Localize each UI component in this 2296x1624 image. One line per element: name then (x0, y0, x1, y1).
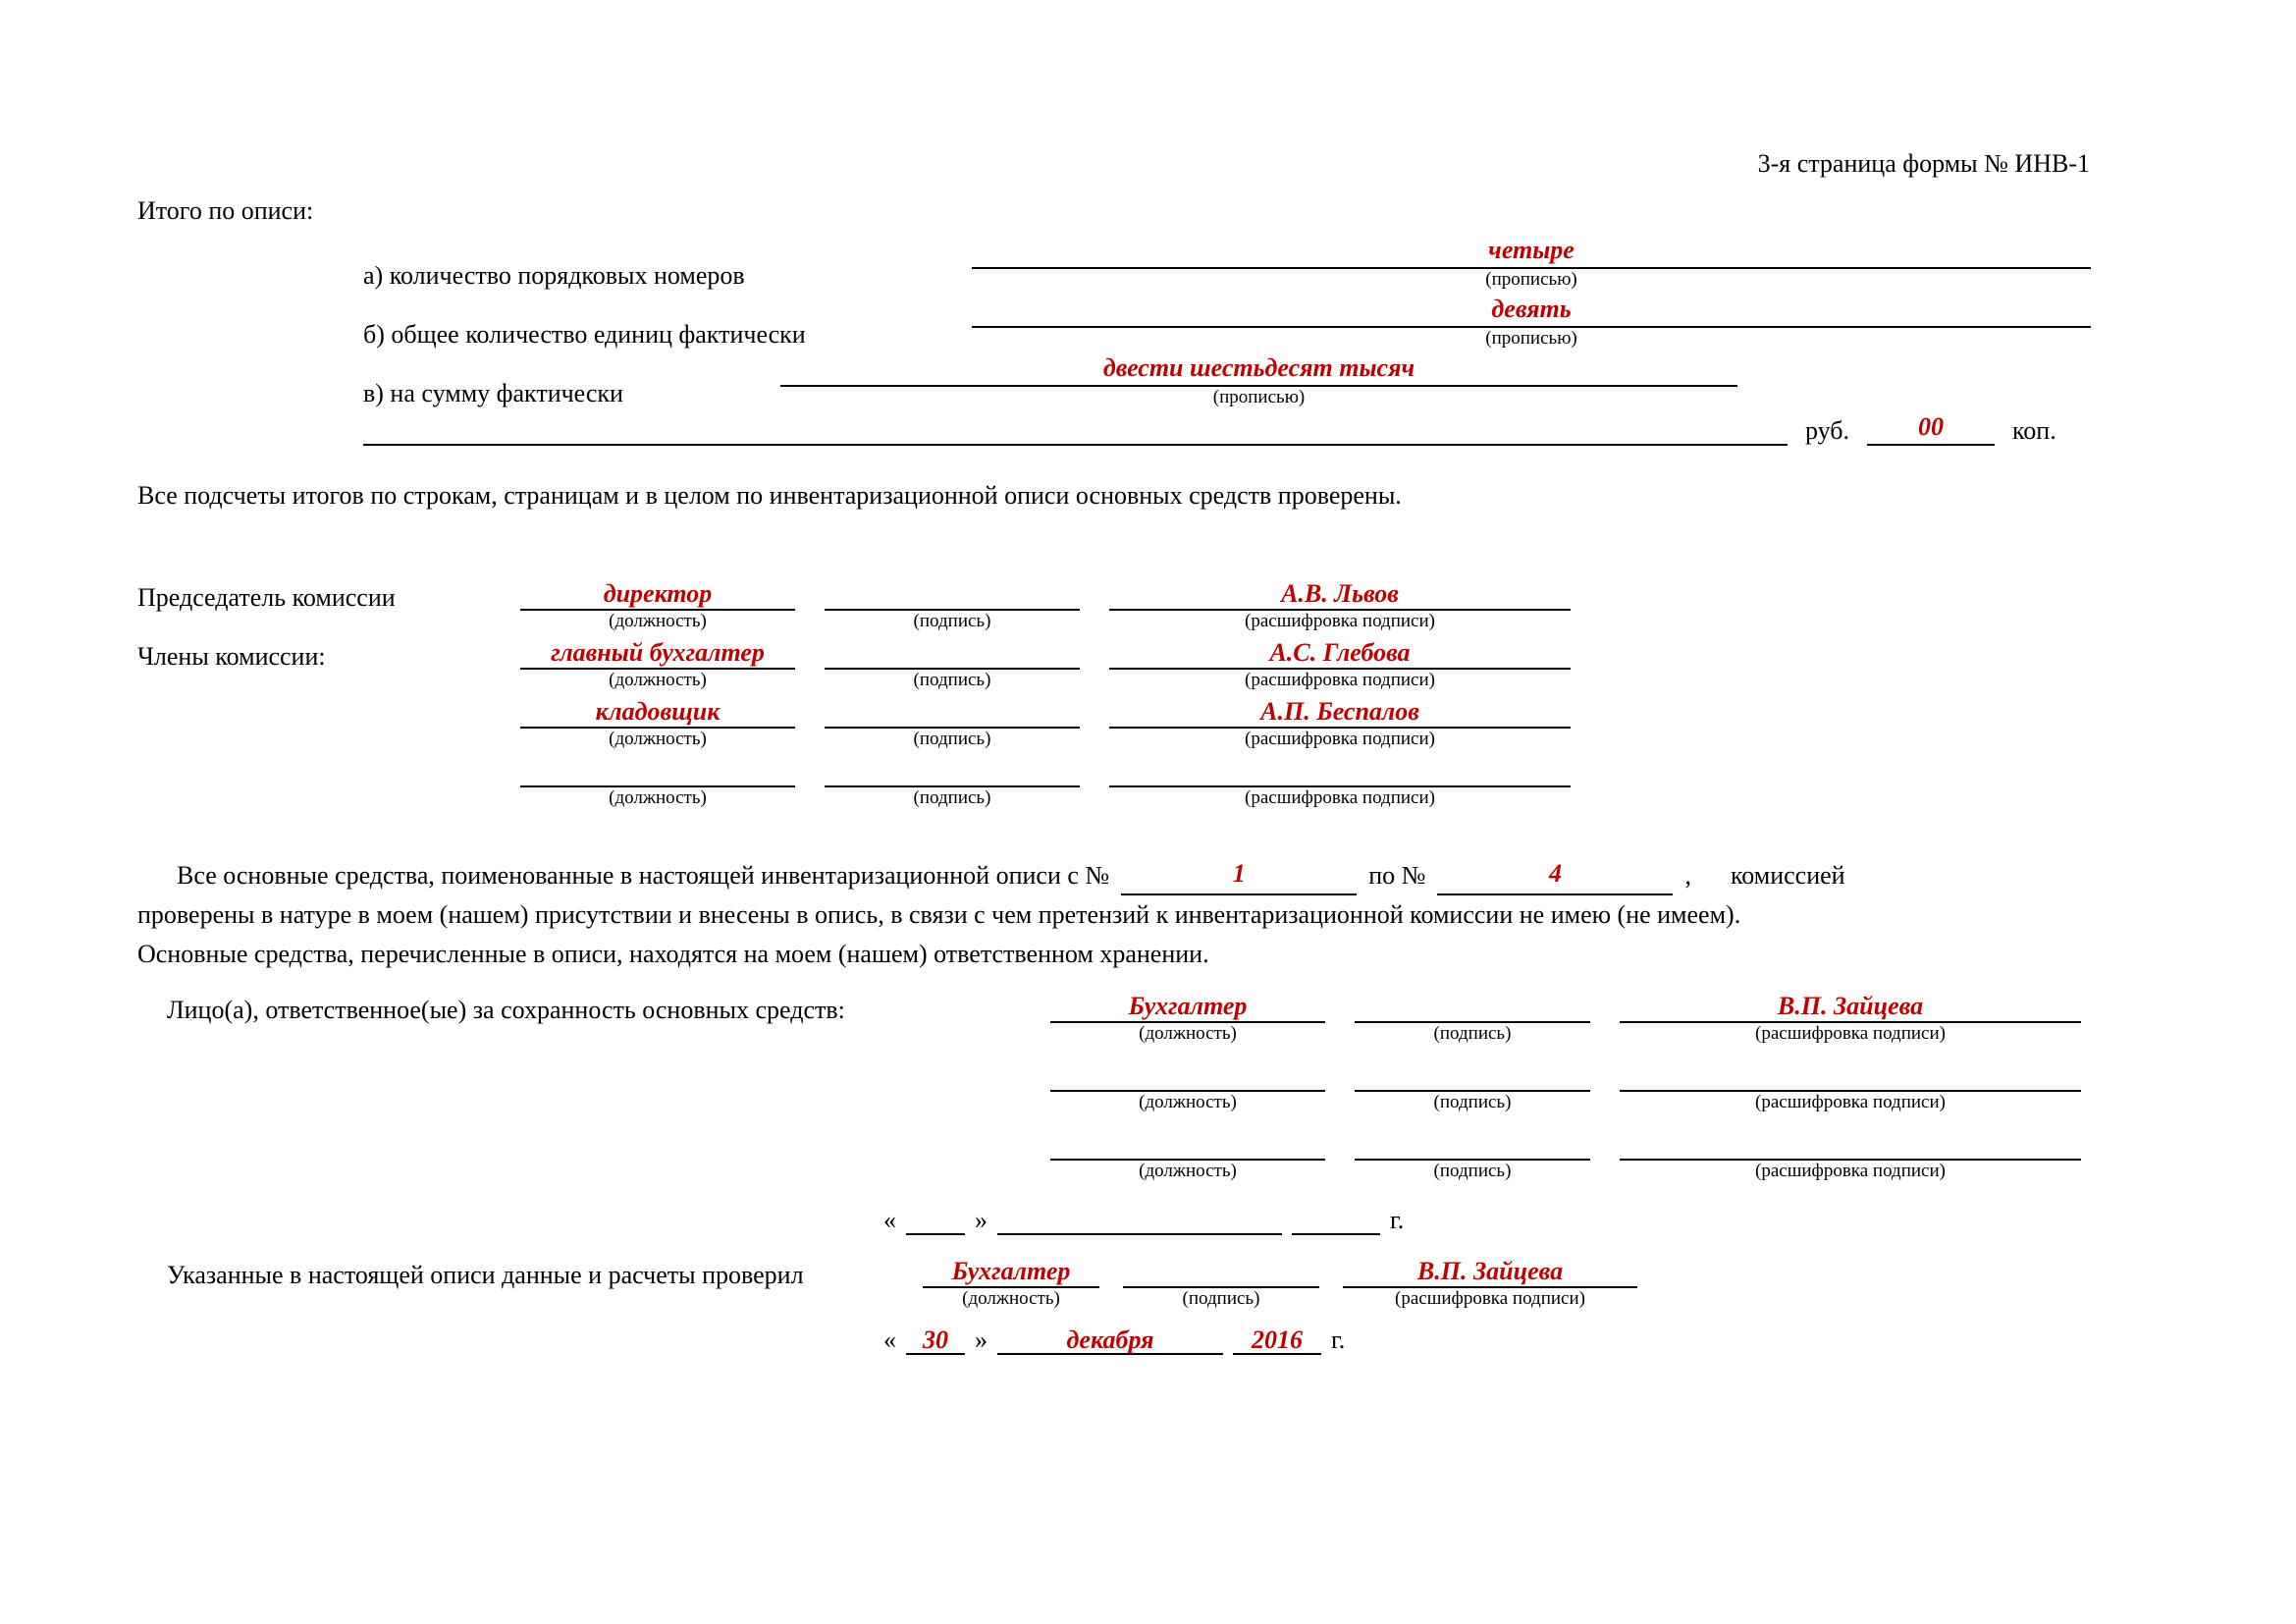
commission-signature (825, 756, 1080, 787)
statement-line3: Основные средства, перечисленные в описи… (137, 935, 2091, 974)
sub-signature: (подпись) (825, 611, 1080, 632)
form-page-header: 3-я страница формы № ИНВ-1 (1758, 149, 2090, 179)
date2-year: 2016 (1233, 1326, 1321, 1355)
sub-decoding: (расшифровка подписи) (1109, 729, 1571, 750)
sub-decoding: (расшифровка подписи) (1109, 787, 1571, 809)
statement-line2: проверены в натуре в моем (нашем) присут… (137, 895, 2091, 935)
responsible-decoding: В.П. Зайцева (1620, 992, 2081, 1023)
totals-rows: а) количество порядковых номеров четыре … (363, 236, 2091, 446)
responsible-signature (1355, 1129, 1590, 1161)
sub-decoding: (расшифровка подписи) (1620, 1092, 2081, 1113)
statement-part4: комиссией (1691, 856, 1845, 895)
totals-sub: (прописью) (972, 328, 2091, 350)
sub-position: (должность) (1050, 1092, 1325, 1113)
quote-open: « (883, 1206, 896, 1235)
totals-sub: (прописью) (780, 387, 1737, 408)
totals-title: Итого по описи: (137, 196, 313, 226)
responsible-block: Лицо(а), ответственное(ые) за сохранност… (137, 992, 2101, 1182)
sub-position: (должность) (1050, 1023, 1325, 1045)
responsible-position (1050, 1060, 1325, 1092)
responsible-position: Бухгалтер (1050, 992, 1325, 1023)
responsible-decoding (1620, 1060, 2081, 1092)
statement: Все основные средства, поименованные в н… (137, 854, 2091, 974)
date-line-1: « » г. (883, 1206, 1404, 1235)
money-rub-line (363, 412, 1788, 446)
date1-month (997, 1206, 1282, 1235)
commission-block: Председатель комиссии директор (должност… (137, 579, 1659, 809)
totals-label: в) на сумму фактически (363, 379, 780, 408)
statement-to: 4 (1437, 854, 1673, 895)
checker-signature (1123, 1257, 1319, 1288)
sub-decoding: (расшифровка подписи) (1343, 1288, 1637, 1310)
totals-label: а) количество порядковых номеров (363, 261, 972, 291)
sub-position: (должность) (520, 787, 795, 809)
commission-signature (825, 638, 1080, 670)
sub-position: (должность) (520, 611, 795, 632)
year-suffix: г. (1390, 1206, 1404, 1235)
date1-day (906, 1206, 965, 1235)
verified-text: Все подсчеты итогов по строкам, страница… (137, 481, 2091, 511)
responsible-signature (1355, 1060, 1590, 1092)
totals-sub: (прописью) (972, 269, 2091, 291)
statement-part2: по № (1368, 856, 1425, 895)
commission-position: директор (520, 579, 795, 611)
checker-label: Указанные в настоящей описи данные и рас… (137, 1257, 923, 1310)
checker-decoding: В.П. Зайцева (1343, 1257, 1637, 1288)
sub-position: (должность) (520, 670, 795, 691)
rub-label: руб. (1788, 416, 1867, 446)
responsible-decoding (1620, 1129, 2081, 1161)
commission-position (520, 756, 795, 787)
statement-from: 1 (1121, 854, 1357, 895)
sub-signature: (подпись) (825, 670, 1080, 691)
sub-signature: (подпись) (1355, 1023, 1590, 1045)
totals-value: двести шестьдесят тысяч (780, 353, 1737, 387)
sub-signature: (подпись) (1355, 1092, 1590, 1113)
totals-value: девять (972, 295, 2091, 328)
year-suffix: г. (1331, 1326, 1345, 1355)
date2-month: декабря (997, 1326, 1223, 1355)
sub-position: (должность) (923, 1288, 1099, 1310)
commission-decoding: А.В. Львов (1109, 579, 1571, 611)
quote-close: » (975, 1326, 988, 1355)
responsible-position (1050, 1129, 1325, 1161)
commission-decoding: А.П. Беспалов (1109, 697, 1571, 729)
checker-block: Указанные в настоящей описи данные и рас… (137, 1257, 1659, 1310)
sub-decoding: (расшифровка подписи) (1109, 670, 1571, 691)
sub-decoding: (расшифровка подписи) (1109, 611, 1571, 632)
sub-decoding: (расшифровка подписи) (1620, 1161, 2081, 1182)
commission-position: главный бухгалтер (520, 638, 795, 670)
sub-signature: (подпись) (825, 787, 1080, 809)
commission-signature (825, 697, 1080, 729)
kop-label: коп. (1995, 416, 2091, 446)
quote-open: « (883, 1326, 896, 1355)
totals-label: б) общее количество единиц фактически (363, 320, 972, 350)
sub-position: (должность) (520, 729, 795, 750)
sub-decoding: (расшифровка подписи) (1620, 1023, 2081, 1045)
members-label: Члены комиссии: (137, 638, 520, 809)
checker-position: Бухгалтер (923, 1257, 1099, 1288)
responsible-label: Лицо(а), ответственное(ые) за сохранност… (137, 992, 1050, 1182)
commission-decoding (1109, 756, 1571, 787)
commission-decoding: А.С. Глебова (1109, 638, 1571, 670)
date1-year (1292, 1206, 1380, 1235)
chair-label: Председатель комиссии (137, 579, 520, 632)
commission-signature (825, 579, 1080, 611)
page: 3-я страница формы № ИНВ-1 Итого по опис… (0, 0, 2296, 1624)
kop-value: 00 (1867, 412, 1995, 446)
date2-day: 30 (906, 1326, 965, 1355)
commission-position: кладовщик (520, 697, 795, 729)
date-line-2: « 30 » декабря 2016 г. (883, 1326, 1345, 1355)
quote-close: » (975, 1206, 988, 1235)
sub-signature: (подпись) (1123, 1288, 1319, 1310)
totals-value: четыре (972, 236, 2091, 269)
responsible-signature (1355, 992, 1590, 1023)
sub-position: (должность) (1050, 1161, 1325, 1182)
statement-part1: Все основные средства, поименованные в н… (137, 856, 1109, 895)
sub-signature: (подпись) (825, 729, 1080, 750)
sub-signature: (подпись) (1355, 1161, 1590, 1182)
